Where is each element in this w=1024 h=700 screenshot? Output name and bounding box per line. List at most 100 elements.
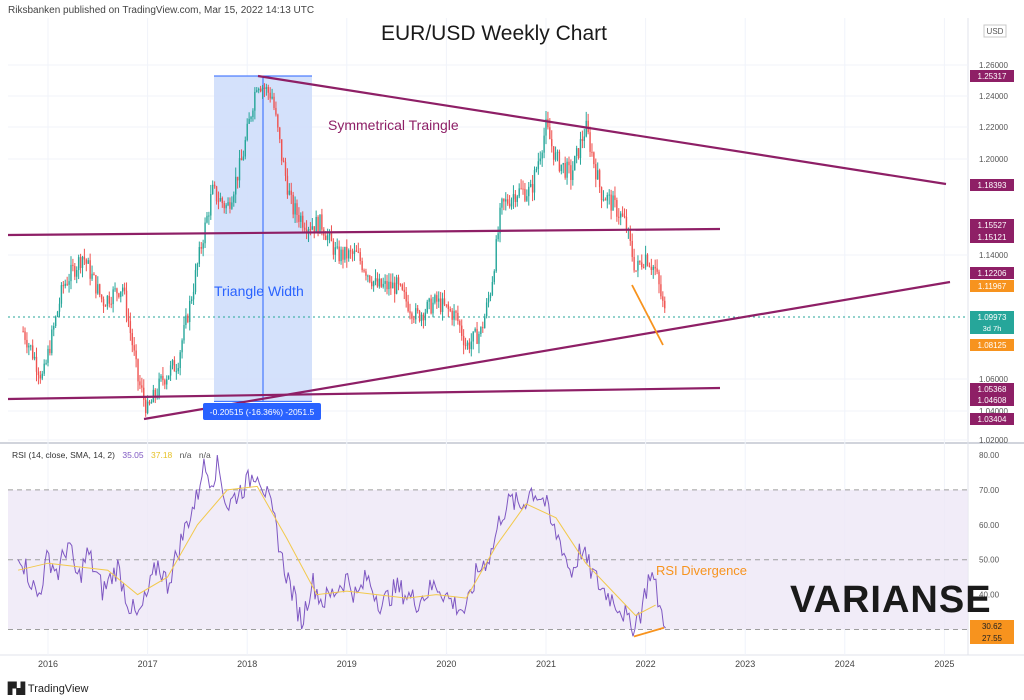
candle-body	[175, 371, 178, 373]
candle-body	[570, 165, 572, 180]
candle-body	[545, 118, 547, 136]
candle-body	[371, 281, 373, 287]
candle-body	[418, 310, 421, 321]
candle-body	[637, 260, 639, 271]
candle-body	[183, 324, 185, 341]
candle-body	[114, 288, 116, 290]
candle-body	[275, 107, 277, 115]
candle-body	[41, 373, 43, 379]
candle-body	[47, 348, 49, 363]
time-tick-label: 2020	[436, 659, 456, 669]
price-label-text: 1.03404	[978, 415, 1007, 424]
candle-body	[426, 301, 428, 313]
price-labels: 1.25317 1.18393 1.15527 1.15121 1.12206 1.119…	[970, 70, 1014, 644]
candle-body	[317, 216, 319, 234]
candle-body	[342, 249, 344, 260]
candle-body	[338, 246, 340, 262]
candle-body	[325, 235, 327, 240]
candle-body	[476, 328, 478, 344]
candle-body	[503, 198, 505, 202]
candle-body	[336, 246, 338, 248]
rsi-sma-line	[17, 485, 656, 617]
candle-body	[171, 360, 174, 366]
candle-body	[45, 362, 47, 364]
candle-body	[664, 300, 666, 309]
candle-body	[593, 152, 595, 165]
candle-body	[459, 321, 461, 326]
candle-body	[122, 287, 124, 292]
candle-body	[246, 123, 248, 141]
candle-body	[595, 164, 597, 180]
candle-body	[606, 195, 608, 201]
candle-body	[489, 294, 492, 298]
candle-body	[112, 289, 114, 305]
candle-body	[340, 249, 342, 262]
candle-body	[620, 213, 622, 218]
candle-body	[443, 298, 446, 305]
candle-body	[208, 215, 210, 217]
tradingview-logo-icon: ▛▟	[8, 683, 25, 695]
time-axis[interactable]: 2016 2017 2018 2019 2020 2021 2022 2023 2024 2025	[38, 659, 954, 669]
candle-body	[120, 291, 122, 297]
candle-body	[575, 148, 578, 156]
trend-drawings	[7, 74, 951, 638]
time-tick-label: 2018	[237, 659, 257, 669]
candle-body	[353, 250, 356, 254]
rsi-divergence-line	[633, 626, 665, 638]
candle-body	[332, 241, 335, 255]
candle-body	[495, 239, 497, 272]
rsi-label-tag	[970, 620, 1014, 632]
candle-body	[85, 259, 88, 264]
candle-body	[662, 296, 664, 301]
candle-body	[137, 359, 139, 382]
candle-body	[520, 188, 522, 190]
candle-body	[581, 139, 584, 141]
price-label-tag	[970, 394, 1014, 406]
rsi-legend: RSI (14, close, SMA, 14, 2) 35.05 37.18 …	[12, 450, 211, 460]
candle-body	[516, 196, 518, 202]
tradingview-brand[interactable]: ▛▟ TradingView	[8, 682, 88, 695]
candle-body	[499, 207, 501, 234]
candle-body	[64, 283, 66, 286]
candle-body	[439, 298, 442, 312]
candle-body	[256, 90, 258, 92]
candle-body	[240, 158, 243, 161]
time-tick-label: 2024	[835, 659, 855, 669]
candle-body	[236, 176, 239, 181]
candle-body	[100, 294, 103, 300]
time-tick-label: 2023	[735, 659, 755, 669]
candle-body	[79, 257, 82, 268]
candle-body	[585, 120, 587, 137]
price-tick-label: 1.06000	[979, 375, 1008, 384]
candle-body	[250, 117, 252, 119]
candle-body	[279, 127, 281, 140]
candle-body	[288, 190, 291, 195]
candle-body	[35, 356, 38, 372]
price-axis[interactable]: 1.26000 1.24000 1.22000 1.20000 1.14000 1.060…	[979, 61, 1008, 445]
candle-body	[265, 87, 268, 89]
rsi-tick-label: 60.00	[979, 521, 1000, 530]
candle-body	[173, 360, 176, 372]
candle-body	[430, 298, 432, 314]
candle-body	[537, 161, 540, 169]
candle-body	[348, 250, 350, 259]
price-pane[interactable]	[8, 18, 968, 440]
candle-body	[658, 271, 660, 285]
candle-body	[629, 229, 631, 241]
currency-label-box[interactable]	[983, 24, 1007, 38]
candle-body	[125, 290, 128, 317]
rsi-label-text: 30.62	[982, 622, 1003, 631]
candle-body	[432, 302, 434, 314]
candle-body	[139, 381, 141, 386]
candle-body	[625, 216, 628, 231]
candle-body	[491, 281, 494, 295]
candle-body	[403, 289, 405, 292]
time-tick-label: 2017	[138, 659, 158, 669]
candle-body	[541, 152, 543, 159]
candle-body	[227, 202, 229, 206]
candle-body	[506, 199, 509, 204]
candle-body	[646, 254, 649, 266]
candle-body	[77, 257, 80, 271]
candle-body	[654, 266, 656, 269]
